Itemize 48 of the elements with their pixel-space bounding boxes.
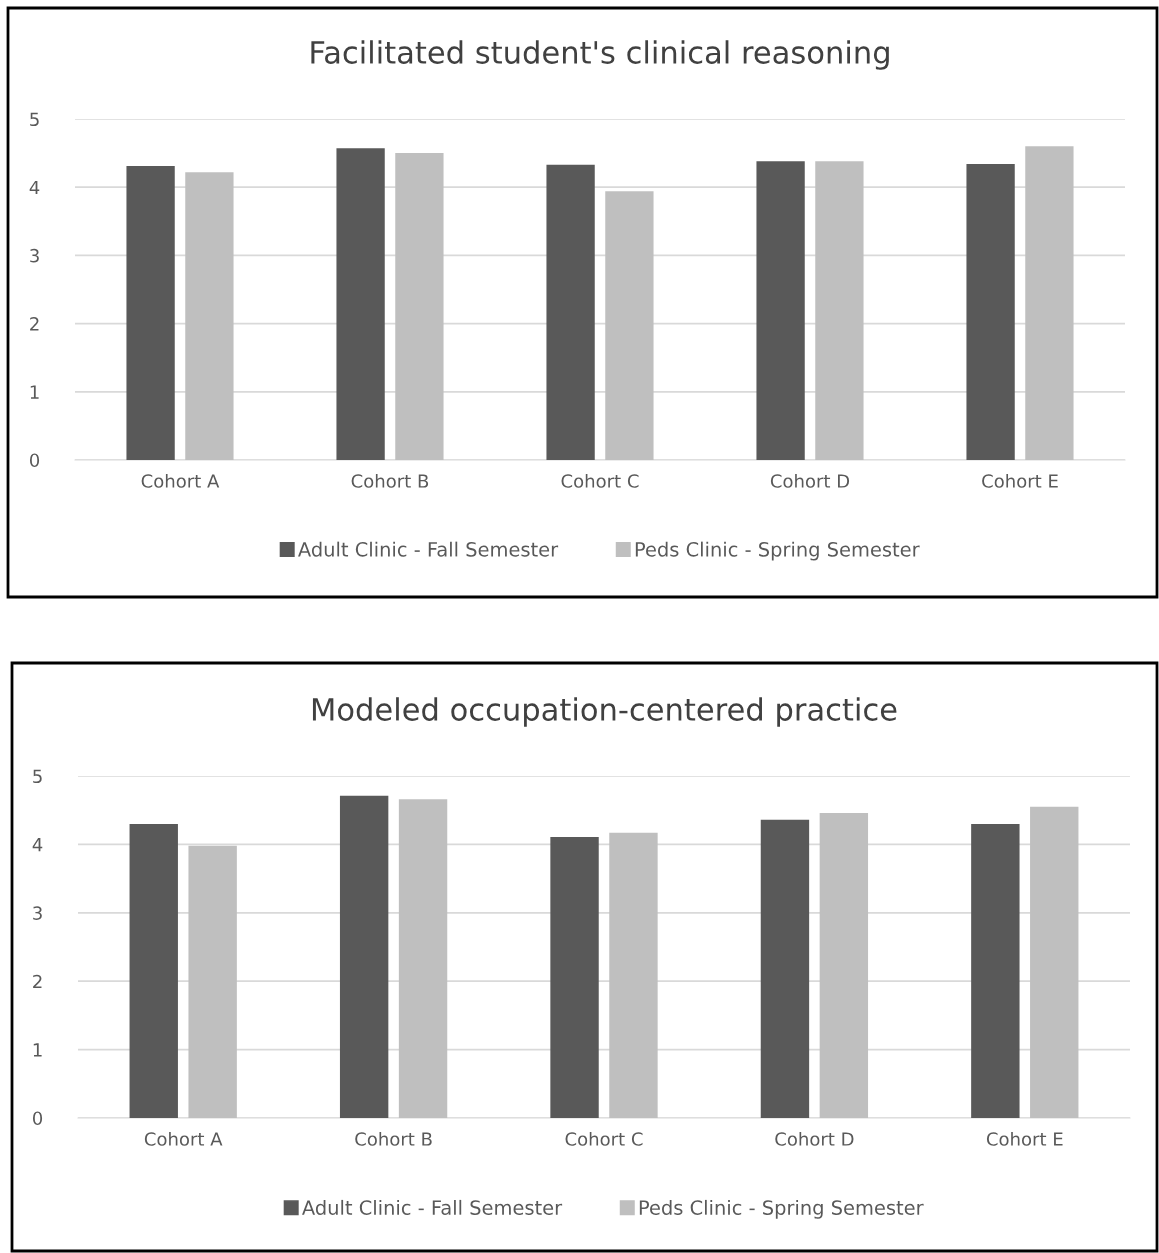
bar [756,161,805,460]
chart-title: Modeled occupation-centered practice [312,697,897,727]
y-tick-label: 5 [30,112,39,127]
bar [605,191,654,460]
legend-label: Peds Clinic - Spring Semester [639,1199,924,1219]
x-tick-label: Cohort A [144,1131,223,1146]
bar [966,164,1015,460]
bar [1025,146,1074,460]
bar [398,799,448,1118]
bar [185,172,234,460]
y-tick-label: 1 [30,385,39,399]
bar [1030,806,1079,1118]
bar [546,164,595,460]
x-tick-label: Cohort E [982,473,1058,488]
y-tick-label: 2 [30,317,39,331]
x-tick-label: Cohort E [986,1131,1063,1146]
bar [550,836,599,1118]
y-tick-label: 4 [32,838,43,852]
legend-label: Adult Clinic - Fall Semester [298,541,559,557]
bar [395,153,444,460]
legend-label: Peds Clinic - Spring Semester [635,541,920,561]
bar [129,823,178,1118]
x-tick-label: Cohort B [355,1131,432,1146]
bar [188,845,237,1118]
y-tick-label: 3 [33,906,42,920]
legend-label: Adult Clinic - Fall Semester [302,1199,563,1215]
y-tick-label: 0 [29,453,40,468]
y-tick-label: 3 [30,248,39,263]
bar [609,832,658,1118]
bar [126,166,175,460]
y-tick-label: 2 [33,974,42,989]
y-tick-label: 5 [33,769,42,784]
y-tick-label: 4 [29,180,40,195]
x-tick-label: Cohort D [775,1131,854,1146]
bar [819,812,869,1118]
bar [815,161,864,460]
y-tick-label: 0 [32,1111,43,1126]
x-tick-label: Cohort A [141,473,220,488]
x-tick-label: Cohort D [770,473,850,488]
y-tick-label: 1 [33,1043,42,1057]
x-tick-label: Cohort C [561,473,639,488]
x-tick-label: Cohort C [565,1131,643,1146]
bar [339,795,389,1118]
bar [971,823,1020,1118]
bar [336,148,385,460]
chart-title: Facilitated student's clinical reasoning [311,40,889,70]
bar [760,819,810,1118]
x-tick-label: Cohort B [351,473,429,488]
